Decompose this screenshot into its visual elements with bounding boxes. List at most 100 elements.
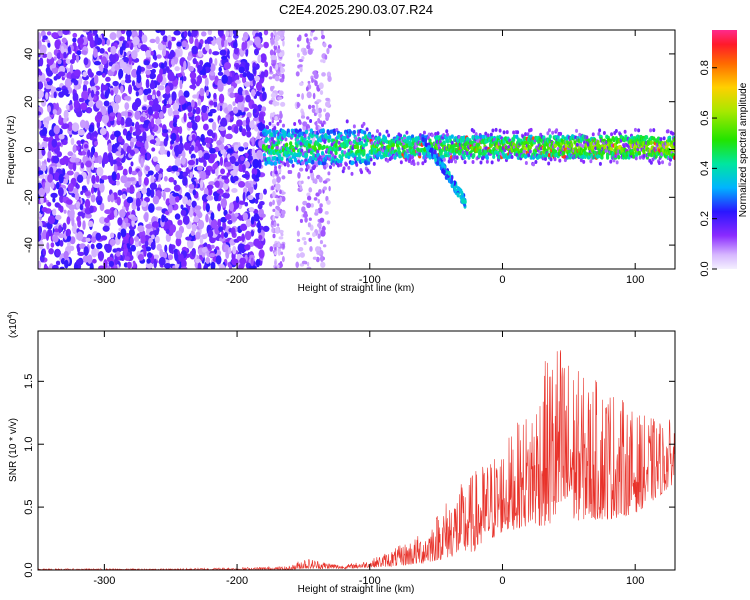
spectrogram-pixel (231, 187, 238, 193)
spectrogram-pixel (96, 242, 103, 250)
spectrogram-pixel (135, 133, 141, 143)
spectrogram-pixel (76, 184, 80, 189)
spectrogram-pixel (199, 87, 205, 97)
spectrogram-pixel (258, 32, 263, 37)
spectrogram-pixel (335, 127, 339, 132)
spectrogram-pixel (272, 140, 276, 145)
spectrogram-pixel (54, 39, 61, 50)
spectrogram-pixel (171, 91, 177, 102)
spectrogram-pixel (325, 97, 330, 102)
spectrogram-pixel (53, 91, 57, 99)
spectrogram-pixel (226, 172, 230, 177)
spectrogram-pixel (259, 192, 264, 201)
spectrogram-pixel (242, 191, 246, 202)
spectrogram-pixel (239, 257, 247, 265)
spectrogram-pixel (220, 216, 227, 223)
spectrogram-pixel (260, 71, 266, 79)
spectrogram-pixel (94, 36, 98, 45)
spectrogram-pixel (169, 224, 177, 233)
spectrogram-pixel (217, 30, 224, 37)
spectrogram-pixel (278, 164, 282, 169)
spectrogram-pixel (328, 157, 332, 162)
spectrogram-pixel (56, 52, 62, 59)
spectrogram-pixel (253, 213, 260, 222)
spectrogram-pixel (442, 157, 446, 162)
spectrogram-pixel (244, 244, 251, 251)
spectrogram-pixel (479, 160, 483, 165)
spectrogram-pixel (174, 49, 181, 58)
spectrogram-pixel (138, 135, 144, 143)
spectrogram-pixel (163, 60, 168, 68)
spectrogram-pixel (423, 159, 427, 164)
spectrogram-pixel (67, 183, 74, 192)
spectrogram-pixel (320, 229, 326, 237)
spectrogram-pixel (366, 137, 370, 143)
spectrogram-pixel (649, 128, 653, 133)
spectrogram-pixel (277, 140, 281, 145)
spectrogram-pixel (254, 198, 259, 204)
spectrogram-pixel (99, 48, 105, 54)
spectrogram-pixel (113, 208, 118, 218)
spectrogram-pixel (575, 142, 579, 147)
spectrogram-pixel (169, 196, 177, 206)
spectrogram-pixel (271, 119, 275, 124)
spectrogram-pixel (106, 38, 111, 46)
spectrogram-pixel (168, 177, 175, 183)
spectrogram-pixel (129, 126, 133, 134)
spectrogram-pixel (330, 142, 334, 147)
spectrogram-pixel (103, 100, 110, 107)
spectrogram-pixel (212, 163, 218, 170)
spectrogram-pixel (42, 196, 47, 203)
spectrogram-pixel (298, 181, 302, 186)
spectrogram-pixel (251, 173, 256, 180)
spectrogram-pixel (214, 225, 220, 235)
spectrogram-pixel (90, 187, 95, 195)
spectrogram-pixel (45, 231, 50, 241)
spectrogram-pixel (55, 87, 62, 92)
spectrogram-pixel (119, 36, 123, 42)
spectrogram-pixel (411, 155, 415, 160)
spectrogram-pixel (397, 146, 401, 152)
spectrogram-pixel (81, 185, 87, 191)
spectrogram-pixel (220, 117, 227, 127)
spectrogram-pixel (126, 261, 132, 269)
spectrogram-pixel (301, 56, 305, 60)
spectrogram-pixel (296, 52, 301, 58)
spectrogram-pixel (207, 187, 213, 196)
spectrogram-pixel (335, 139, 339, 144)
spectrogram-pixel (66, 216, 71, 225)
spectrogram-pixel (311, 77, 314, 84)
spectrogram-pixel (229, 156, 236, 165)
spectrogram-pixel (197, 98, 202, 106)
spectrogram-pixel (142, 131, 147, 140)
spectrogram-pixel (657, 161, 661, 166)
spectrogram-pixel (311, 104, 315, 109)
spectrogram-pixel (318, 82, 324, 90)
spectrogram-pixel (115, 251, 121, 257)
spectrogram-pixel (203, 159, 207, 168)
spectrogram-pixel (252, 66, 257, 75)
spectrogram-pixel (233, 144, 239, 152)
spectrogram-pixel (263, 30, 269, 36)
spectrogram-pixel (181, 150, 186, 159)
spectrogram-pixel (98, 265, 105, 269)
spectrogram-pixel (302, 213, 309, 218)
spectrogram-pixel (350, 171, 354, 176)
spectrogram-pixel (131, 49, 138, 60)
spectrogram-pixel (210, 244, 215, 249)
spectrogram-pixel (89, 38, 95, 49)
spectrogram-pixel (154, 110, 159, 120)
spectrogram-pixel (58, 224, 63, 234)
spectrogram-pixel (271, 185, 274, 191)
spectrogram-pixel (304, 33, 308, 38)
spectrogram-pixel (221, 55, 228, 60)
spectrogram-pixel (87, 68, 92, 77)
spectrogram-pixel (72, 144, 77, 153)
spectrogram-pixel (472, 129, 476, 134)
spectrogram-pixel (168, 97, 173, 106)
spectrogram-pixel (344, 162, 348, 167)
spectrogram-pixel (345, 119, 349, 124)
spectrogram-pixel (322, 144, 326, 150)
spectrogram-pixel (434, 131, 438, 136)
spectrogram-pixel (206, 184, 214, 190)
